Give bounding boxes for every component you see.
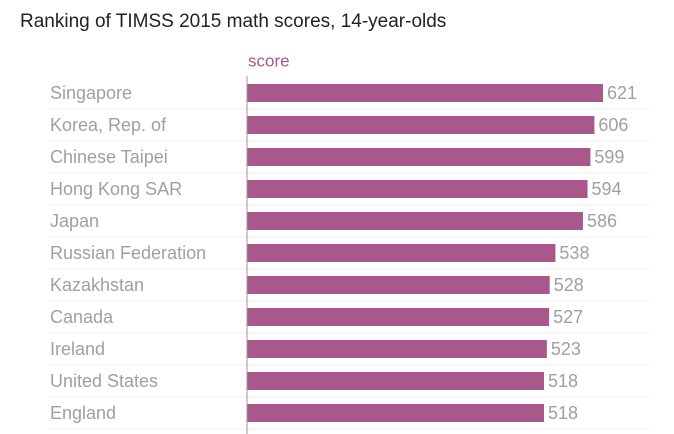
bar bbox=[247, 148, 591, 166]
bar bbox=[247, 372, 544, 390]
y-tick-label: Japan bbox=[50, 211, 99, 231]
value-label: 518 bbox=[548, 371, 578, 391]
bar bbox=[247, 116, 595, 134]
legend-label: score bbox=[248, 51, 290, 70]
bar bbox=[247, 340, 547, 358]
y-tick-label: Hong Kong SAR bbox=[50, 179, 182, 199]
value-label: 606 bbox=[598, 115, 628, 135]
bar bbox=[247, 244, 556, 262]
value-label: 621 bbox=[607, 83, 637, 103]
y-tick-label: Canada bbox=[50, 307, 114, 327]
value-label: 594 bbox=[592, 179, 622, 199]
value-label: 599 bbox=[594, 147, 624, 167]
y-tick-label: Ireland bbox=[50, 339, 105, 359]
bar bbox=[247, 84, 604, 102]
value-label: 528 bbox=[554, 275, 584, 295]
value-label: 523 bbox=[551, 339, 581, 359]
bar bbox=[247, 404, 544, 422]
bar bbox=[247, 276, 550, 294]
value-label: 518 bbox=[548, 403, 578, 423]
y-tick-label: Chinese Taipei bbox=[50, 147, 168, 167]
y-tick-label: Korea, Rep. of bbox=[50, 115, 167, 135]
value-label: 586 bbox=[587, 211, 617, 231]
value-label: 538 bbox=[559, 243, 589, 263]
bar bbox=[247, 308, 550, 326]
chart-title: Ranking of TIMSS 2015 math scores, 14-ye… bbox=[20, 11, 446, 32]
bar bbox=[247, 212, 583, 230]
y-tick-label: Russian Federation bbox=[50, 243, 206, 263]
value-label: 527 bbox=[553, 307, 583, 327]
bar bbox=[247, 180, 588, 198]
y-tick-label: Kazakhstan bbox=[50, 275, 144, 295]
y-tick-label: Singapore bbox=[50, 83, 132, 103]
y-tick-label: England bbox=[50, 403, 116, 423]
y-tick-label: United States bbox=[50, 371, 158, 391]
